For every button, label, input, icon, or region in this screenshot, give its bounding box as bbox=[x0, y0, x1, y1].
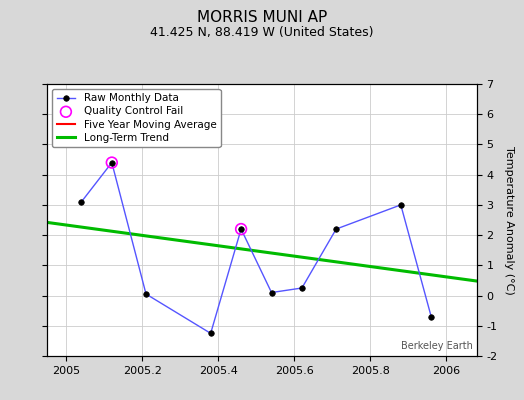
Raw Monthly Data bbox=[299, 286, 305, 290]
Raw Monthly Data bbox=[268, 290, 275, 295]
Raw Monthly Data bbox=[78, 200, 84, 204]
Text: Berkeley Earth: Berkeley Earth bbox=[401, 340, 473, 350]
Quality Control Fail bbox=[237, 226, 245, 232]
Quality Control Fail bbox=[107, 159, 116, 166]
Raw Monthly Data bbox=[398, 202, 404, 207]
Text: 41.425 N, 88.419 W (United States): 41.425 N, 88.419 W (United States) bbox=[150, 26, 374, 39]
Line: Raw Monthly Data: Raw Monthly Data bbox=[79, 160, 434, 336]
Raw Monthly Data bbox=[238, 227, 244, 232]
Raw Monthly Data bbox=[333, 227, 340, 232]
Raw Monthly Data bbox=[108, 160, 115, 165]
Raw Monthly Data bbox=[143, 292, 149, 296]
Legend: Raw Monthly Data, Quality Control Fail, Five Year Moving Average, Long-Term Tren: Raw Monthly Data, Quality Control Fail, … bbox=[52, 89, 221, 147]
Raw Monthly Data bbox=[428, 314, 434, 319]
Y-axis label: Temperature Anomaly (°C): Temperature Anomaly (°C) bbox=[505, 146, 515, 294]
Text: MORRIS MUNI AP: MORRIS MUNI AP bbox=[197, 10, 327, 25]
Raw Monthly Data bbox=[208, 331, 214, 336]
